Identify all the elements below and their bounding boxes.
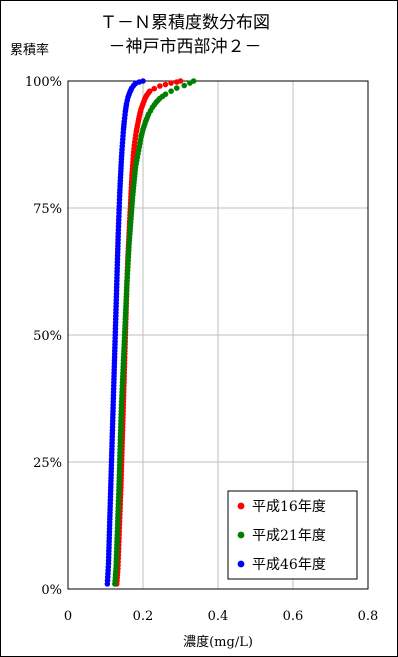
data-point: [181, 82, 188, 89]
chart-subtitle: －神戸市西部沖２－: [109, 37, 262, 57]
chart-title: Ｔ－Ｎ累積度数分布図: [100, 13, 270, 33]
data-point: [168, 88, 174, 94]
legend-marker-h46: [237, 560, 245, 568]
y-tick-label: 0%: [41, 583, 62, 598]
series-1: [112, 78, 197, 587]
y-tick-label: 100%: [25, 75, 62, 90]
y-tick-label: 50%: [33, 329, 62, 344]
data-point: [177, 78, 184, 84]
data-point: [173, 85, 180, 91]
y-tick-labels: 0% 25% 50% 75% 100%: [25, 75, 62, 598]
x-tick-label: 0.6: [283, 609, 304, 624]
x-tick-labels: 0 0.2 0.4 0.6 0.8: [64, 609, 378, 624]
x-tick-label: 0.8: [358, 609, 379, 624]
plot-area: [67, 80, 369, 590]
legend-box: [227, 490, 358, 580]
x-tick-label: 0.4: [208, 609, 229, 624]
data-point: [162, 91, 169, 98]
data-point: [168, 80, 174, 86]
data-points: [104, 78, 197, 587]
series-2: [104, 78, 146, 587]
data-point: [157, 83, 163, 89]
legend: 平成16年度 平成21年度 平成46年度: [227, 490, 358, 580]
y-tick-label: 75%: [33, 202, 62, 217]
data-point: [151, 85, 158, 92]
legend-label-h16: 平成16年度: [252, 499, 326, 515]
data-point: [190, 78, 197, 84]
x-tick-label: 0.2: [133, 609, 154, 624]
x-tick-label: 0: [64, 609, 72, 624]
legend-label-h21: 平成21年度: [252, 528, 326, 544]
data-point: [146, 88, 153, 94]
x-axis-label: 濃度(mg/L): [183, 634, 253, 650]
y-tick-label: 25%: [33, 456, 62, 471]
y-axis-label: 累積率: [10, 42, 49, 58]
data-point: [162, 81, 169, 88]
data-point: [140, 78, 146, 84]
legend-marker-h16: [237, 502, 245, 510]
legend-label-h46: 平成46年度: [252, 557, 326, 573]
legend-marker-h21: [237, 531, 245, 539]
